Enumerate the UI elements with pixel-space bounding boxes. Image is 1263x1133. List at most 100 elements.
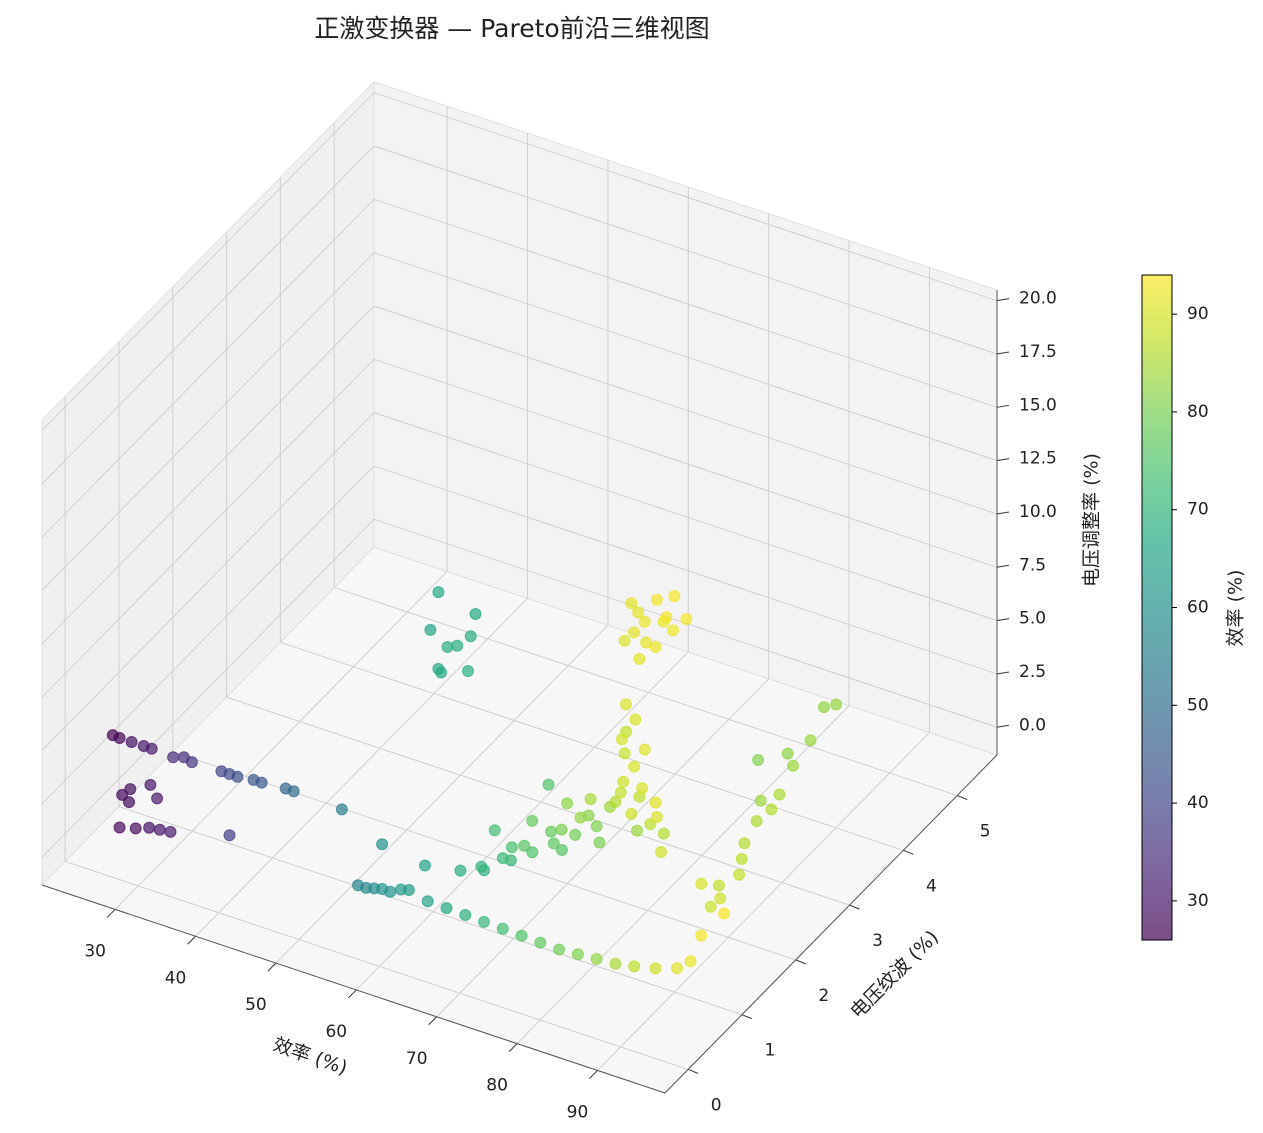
z-tick — [996, 351, 1010, 355]
grid-line — [41, 305, 375, 645]
data-point — [123, 796, 135, 809]
grid-line — [597, 732, 930, 1071]
y-tick-label: 2 — [818, 986, 829, 1006]
data-point — [167, 751, 180, 764]
grid-line — [64, 860, 689, 1070]
data-point — [496, 922, 509, 935]
data-point — [614, 786, 627, 799]
data-point — [475, 860, 488, 873]
z-tick-label: 2.5 — [1019, 662, 1046, 682]
y-axis-label: 电压纹波 (%) — [846, 926, 943, 1023]
data-point — [633, 652, 646, 665]
x-tick — [267, 962, 277, 972]
colorbar-label: 效率 (%) — [1225, 570, 1247, 647]
grid-line — [172, 751, 796, 961]
data-point — [671, 962, 684, 975]
grid-line — [373, 305, 998, 515]
data-point — [129, 822, 142, 835]
colorbar-tick-label: 80 — [1187, 402, 1209, 422]
y-tick — [903, 849, 914, 855]
data-point — [143, 821, 156, 834]
grid-line — [41, 145, 375, 485]
data-point — [695, 877, 708, 890]
data-point — [459, 909, 472, 921]
x-tick — [187, 935, 196, 945]
data-point — [781, 747, 794, 760]
x-tick — [106, 909, 116, 918]
data-point — [255, 776, 268, 789]
data-point — [376, 838, 389, 851]
grid-line — [41, 252, 375, 591]
z-tick — [996, 298, 1010, 302]
data-point — [478, 915, 490, 928]
data-point — [650, 593, 663, 606]
x-tick-label: 70 — [406, 1049, 428, 1069]
grid-line — [275, 624, 609, 964]
colorbar-tick-label: 50 — [1187, 695, 1209, 715]
grid-line — [373, 145, 998, 355]
z-tick — [996, 511, 1010, 515]
data-point — [625, 597, 638, 610]
grid-line — [334, 587, 958, 797]
data-point — [223, 829, 236, 842]
x-tick-label: 60 — [325, 1022, 347, 1042]
data-point — [668, 590, 681, 603]
grid-line — [41, 518, 375, 858]
x-tick — [589, 1070, 598, 1079]
z-tick-label: 10.0 — [1019, 502, 1057, 522]
y-tick — [956, 795, 968, 801]
chart-title: 正激变换器 — Pareto前沿三维视图 — [314, 14, 709, 43]
data-point — [419, 859, 431, 872]
data-point — [667, 624, 679, 637]
data-point — [628, 960, 641, 973]
data-point — [617, 775, 630, 788]
data-point — [712, 879, 725, 892]
grid-line — [373, 358, 998, 568]
data-point — [618, 747, 631, 760]
grid-line — [41, 92, 375, 432]
data-point — [287, 785, 300, 798]
data-point — [488, 824, 501, 837]
x-tick-label: 80 — [486, 1076, 508, 1096]
data-point — [534, 936, 547, 949]
z-tick-label: 15.0 — [1019, 395, 1057, 415]
grid-line — [373, 252, 998, 462]
data-point — [432, 586, 445, 599]
y-tick — [849, 904, 860, 910]
data-point — [526, 814, 539, 827]
data-point — [145, 742, 158, 755]
x-tick-label: 40 — [165, 968, 187, 988]
data-point — [555, 844, 568, 856]
data-point — [618, 634, 631, 647]
data-point — [462, 665, 474, 677]
x-tick — [347, 989, 357, 999]
y-tick — [795, 959, 806, 965]
colorbar-tick-label: 30 — [1187, 891, 1209, 911]
data-point — [649, 962, 662, 975]
data-point — [620, 698, 632, 711]
data-point — [424, 623, 437, 636]
data-point — [185, 756, 198, 769]
data-point — [787, 759, 799, 772]
z-tick — [996, 724, 1010, 728]
y-tick-label: 4 — [926, 876, 937, 896]
data-point — [574, 811, 587, 824]
grid-line — [195, 597, 528, 937]
z-tick-label: 5.0 — [1019, 609, 1046, 629]
data-point — [628, 626, 640, 639]
x-tick — [428, 1016, 438, 1026]
data-point — [124, 783, 137, 796]
data-point — [402, 884, 415, 896]
data-point — [432, 662, 445, 675]
y-axis-line — [664, 754, 998, 1094]
data-point — [593, 836, 606, 849]
x-tick-label: 90 — [567, 1102, 589, 1122]
z-tick — [996, 618, 1010, 622]
data-point — [571, 948, 584, 961]
data-point — [384, 885, 397, 898]
data-point — [545, 825, 558, 838]
data-point — [590, 953, 603, 965]
data-point — [116, 788, 129, 801]
data-point — [584, 793, 597, 806]
data-point — [542, 778, 555, 791]
